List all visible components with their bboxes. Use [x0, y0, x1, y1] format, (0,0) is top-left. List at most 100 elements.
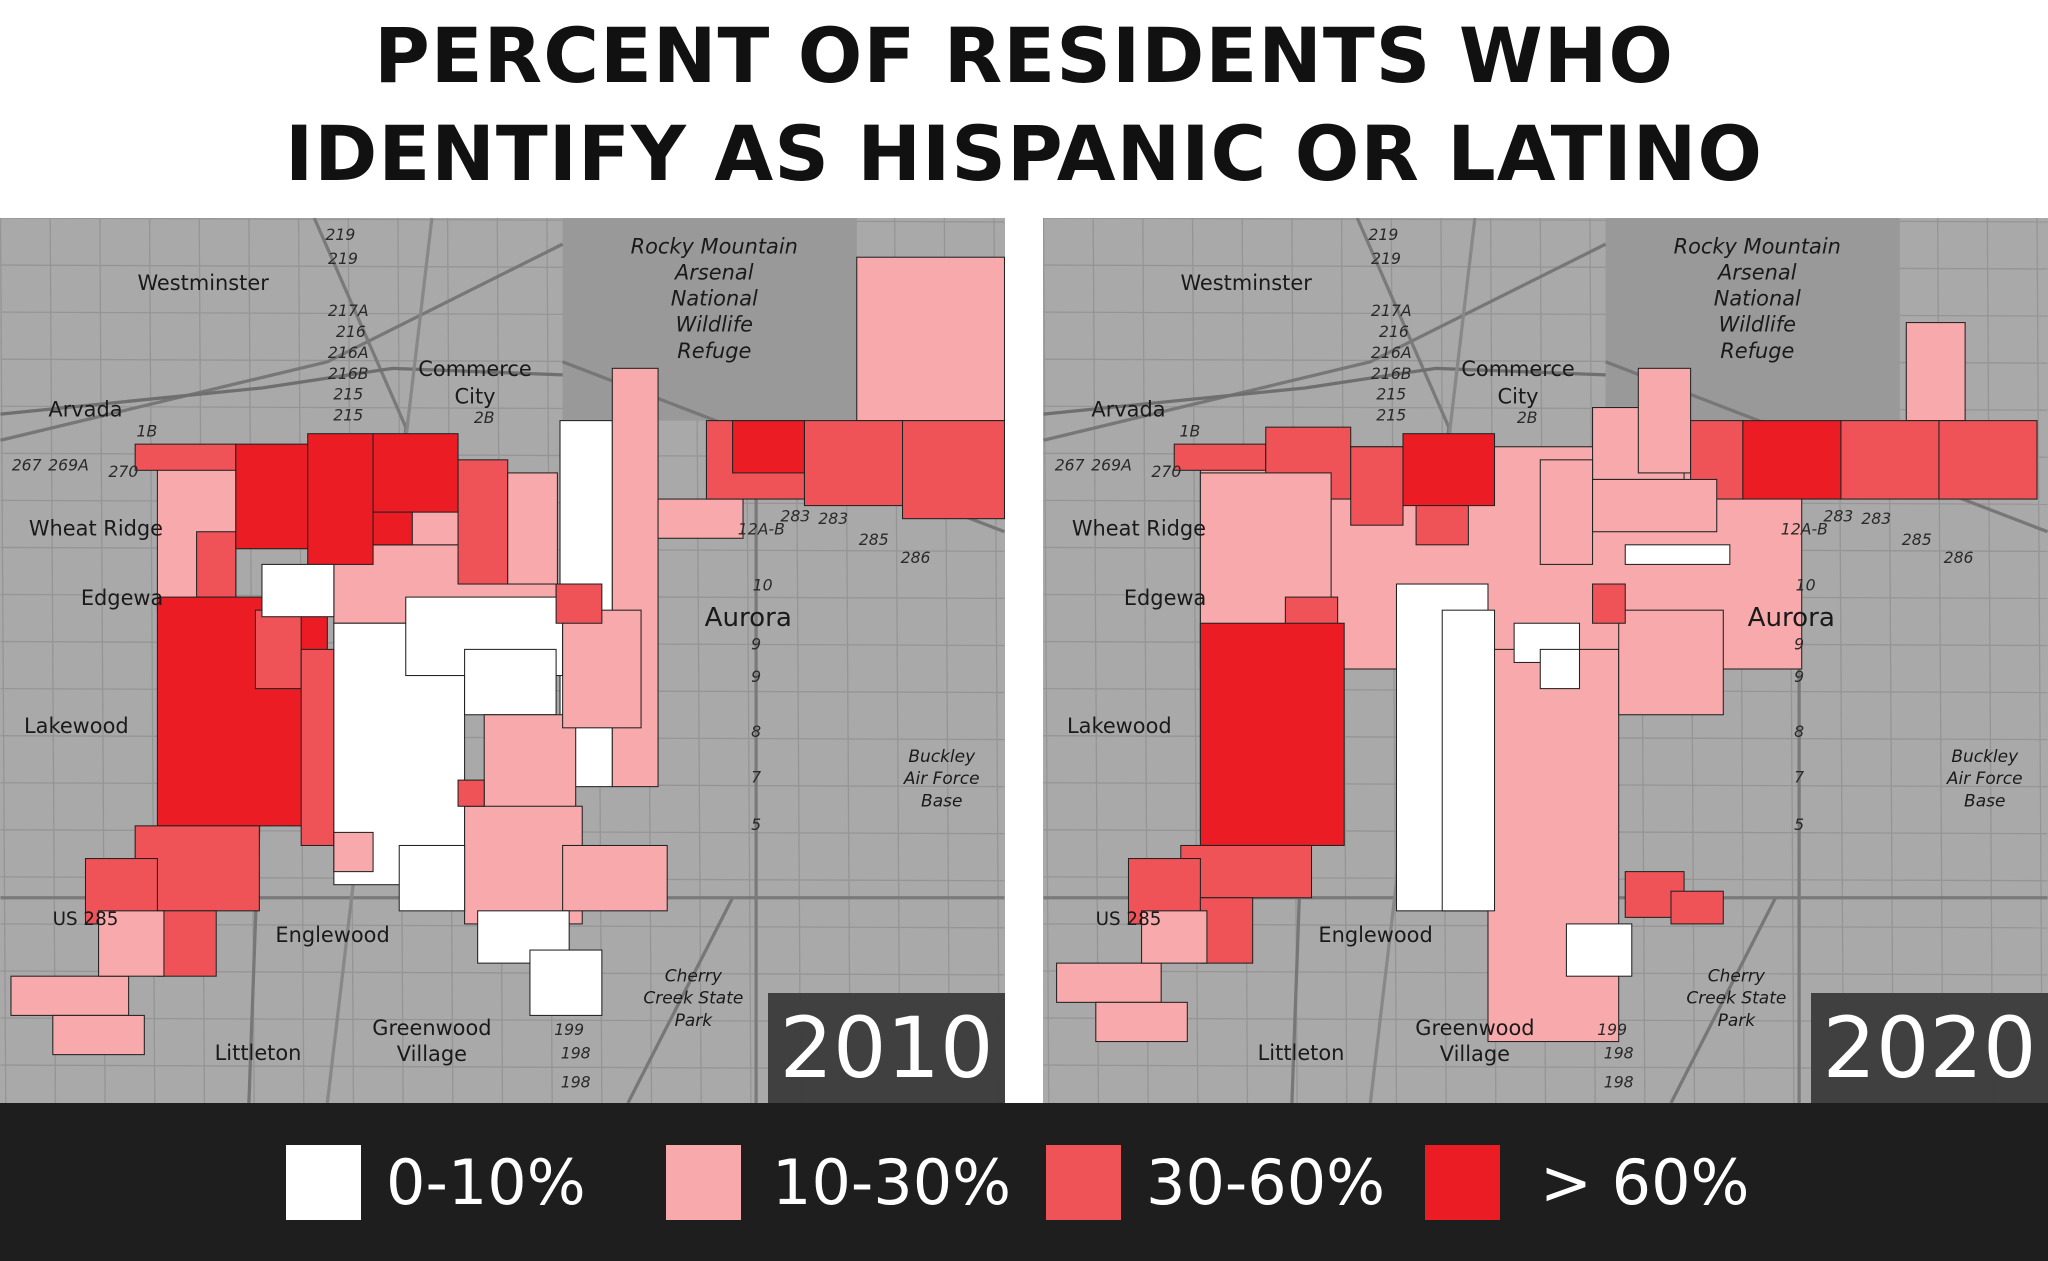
place-label-englewood: Englewood — [1318, 923, 1432, 947]
highway-exit-label: 2B — [1517, 408, 1538, 427]
map-2010: Westminster Arvada Wheat Ridge Edgewa Lakewo… — [0, 218, 1005, 1103]
highway-exit-label: 216 — [336, 322, 366, 341]
highway-exit-label: 9 — [751, 667, 761, 686]
place-labels: Westminster Arvada Wheat Ridge Edgewa Lakewo… — [24, 234, 980, 1066]
place-label-wheat-ridge: Wheat Ridge — [1072, 517, 1206, 541]
highway-exit-label: 267 — [12, 455, 42, 474]
map-2020: Westminster Arvada Wheat Ridge Edgewa Lakewo… — [1043, 218, 2048, 1103]
highway-exit-label: 199 — [1597, 1020, 1627, 1039]
title-line-1: PERCENT OF RESIDENTS WHO — [374, 11, 1674, 100]
highway-exit-label: 7 — [1794, 768, 1804, 787]
highway-exit-label: 219 — [325, 225, 355, 244]
place-label-cherry-3: Park — [1718, 1011, 1757, 1031]
highway-exit-label: 215 — [333, 385, 363, 404]
place-label-littleton: Littleton — [215, 1041, 302, 1065]
highway-exit-label: 269A — [48, 455, 89, 474]
highway-exit-label: 269A — [1091, 455, 1132, 474]
census-tract — [196, 531, 237, 598]
census-tract — [1180, 844, 1313, 899]
highway-exit-label: 283 — [818, 509, 848, 528]
place-label-edgewater: Edgewa — [1124, 586, 1207, 610]
place-label-commerce-city-1: Commerce — [418, 357, 531, 381]
place-label-littleton: Littleton — [1258, 1041, 1345, 1065]
census-tract — [1415, 505, 1469, 546]
census-tract — [1905, 322, 1966, 422]
census-tract — [333, 831, 374, 873]
legend-swatch-30-60 — [1046, 1145, 1121, 1220]
census-tract — [307, 433, 374, 565]
census-tract — [261, 563, 335, 618]
highway-exit-label: 7 — [751, 768, 761, 787]
census-tract — [1670, 890, 1724, 925]
census-tracts-2010 — [10, 256, 1005, 1056]
census-tract — [1742, 420, 1842, 500]
highway-exit-label: 12A-B — [1781, 519, 1828, 538]
census-tract — [1637, 367, 1692, 474]
census-tract — [156, 910, 217, 977]
highway-exit-label: 9 — [751, 634, 761, 653]
census-tract — [1618, 609, 1724, 716]
census-tract — [254, 609, 302, 690]
place-label-commerce-city-1: Commerce — [1461, 357, 1574, 381]
place-label-arvada: Arvada — [1091, 398, 1165, 422]
highway-exit-label: 270 — [108, 462, 138, 481]
highway-exit-label: 12A-B — [738, 519, 785, 538]
legend-label-30-60: 30-60% — [1146, 1146, 1386, 1219]
choropleth-2010: Westminster Arvada Wheat Ridge Edgewa Lakewo… — [0, 218, 1005, 1103]
census-tract — [562, 844, 668, 912]
place-label-us285: US 285 — [1096, 909, 1162, 930]
highway-exit-label: 285 — [1902, 530, 1932, 549]
census-tract — [52, 1014, 145, 1056]
census-tract — [529, 949, 603, 1016]
legend-label-10-30: 10-30% — [772, 1146, 1012, 1219]
place-label-greenwood-2: Village — [1440, 1042, 1510, 1066]
place-label-buckley-1: Buckley — [908, 747, 976, 767]
highway-exit-labels: 219 219 217A 216 216A 216B 215 215 283 283 285 286 1… — [12, 225, 931, 1091]
highway-exit-label: 198 — [1604, 1044, 1634, 1063]
census-tract — [901, 420, 1005, 520]
place-label-wheat-ridge: Wheat Ridge — [29, 517, 163, 541]
place-label-buckley-2: Air Force — [1946, 769, 2023, 789]
year-label-2020: 2020 — [1811, 993, 2048, 1103]
census-tract — [1402, 433, 1496, 507]
highway-exit-label: 217A — [328, 301, 369, 320]
legend: 0-10% 10-30% 30-60% > 60% — [0, 1103, 2048, 1261]
census-tract — [803, 420, 904, 507]
place-label-buckley-3: Base — [921, 791, 962, 811]
census-tract — [1624, 544, 1731, 565]
highway-exit-label: 283 — [780, 506, 810, 525]
census-tract — [10, 975, 130, 1016]
highway-exit-label: 286 — [1944, 548, 1974, 567]
highway-exit-label: 1B — [1180, 421, 1201, 440]
place-label-refuge-3: National — [671, 287, 758, 311]
place-label-refuge-3: National — [1714, 287, 1801, 311]
place-label-cherry-2: Creek State — [643, 989, 743, 1009]
highway-exit-label: 1B — [137, 421, 158, 440]
place-label-aurora: Aurora — [705, 603, 792, 633]
legend-label-over-60: > 60% — [1540, 1146, 1750, 1219]
census-tract — [1441, 609, 1496, 912]
place-label-refuge-1: Rocky Mountain — [631, 234, 798, 258]
place-label-refuge-5: Refuge — [1720, 339, 1794, 363]
census-tract — [1539, 648, 1581, 690]
census-tract — [1840, 420, 1940, 500]
place-label-greenwood-1: Greenwood — [372, 1016, 491, 1040]
highway-exit-label: 199 — [554, 1020, 584, 1039]
census-tract — [1592, 478, 1718, 533]
highway-exit-label: 5 — [1794, 815, 1804, 834]
place-label-buckley-2: Air Force — [903, 769, 980, 789]
place-label-englewood: Englewood — [275, 923, 389, 947]
census-tract — [1095, 1001, 1188, 1043]
place-label-buckley-1: Buckley — [1951, 747, 2019, 767]
highway-exit-label: 217A — [1371, 301, 1412, 320]
place-label-cherry-1: Cherry — [1708, 966, 1766, 986]
highway-exit-label: 215 — [333, 406, 363, 425]
highway-exit-label: 216A — [328, 343, 369, 362]
place-label-refuge-2: Arsenal — [1716, 260, 1797, 284]
arsenal-area — [562, 218, 857, 421]
highway-exit-labels: 219 219 217A 216 216A 216B 215 215 283 283 285 286 1… — [1055, 225, 1974, 1091]
census-tract — [235, 443, 309, 550]
place-label-arvada: Arvada — [48, 398, 122, 422]
place-label-refuge-1: Rocky Mountain — [1674, 234, 1841, 258]
census-tract — [457, 459, 509, 585]
